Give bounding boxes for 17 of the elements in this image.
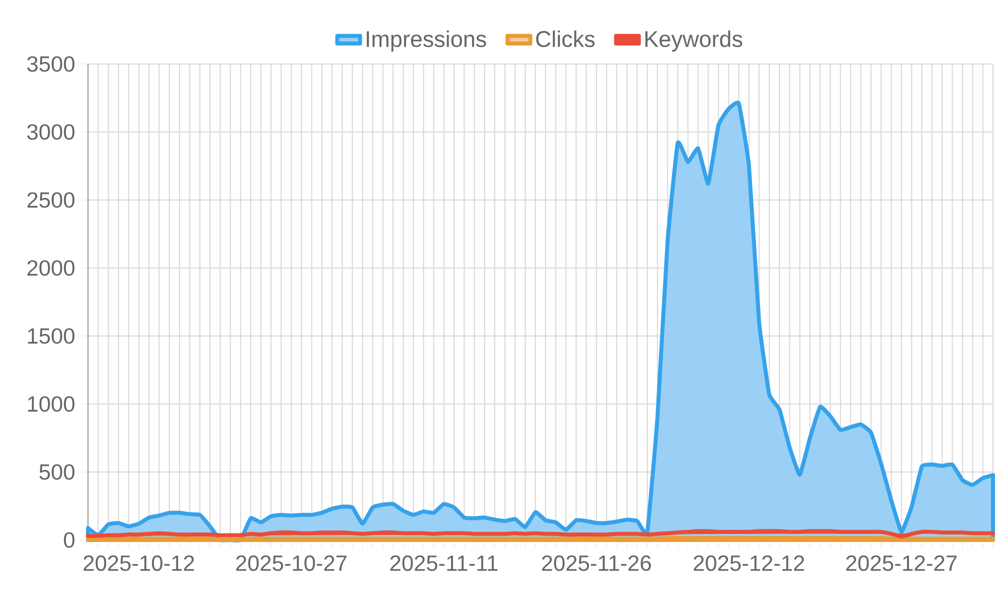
y-tick-label: 2500 — [27, 192, 74, 208]
x-tick-label: 2025-12-27 — [846, 555, 957, 571]
legend-label: Keywords — [645, 30, 742, 52]
y-tick-label: 3500 — [27, 56, 74, 72]
x-tick-label: 2025-10-12 — [84, 555, 194, 571]
y-tick-label: 1500 — [28, 328, 74, 344]
y-tick-label: 1000 — [28, 396, 74, 412]
y-tick-label: 3000 — [27, 124, 74, 140]
x-tick-label: 2025-10-27 — [236, 555, 347, 571]
legend-label: Clicks — [536, 30, 595, 48]
x-tick-label: 2025-11-26 — [542, 555, 651, 571]
y-tick-label: 500 — [39, 464, 74, 480]
x-tick-label: 2025-11-11 — [390, 555, 498, 571]
y-tick-label: 2000 — [27, 260, 74, 276]
x-tick-label: 2025-12-12 — [694, 555, 804, 571]
y-tick-label: 0 — [64, 532, 74, 548]
legend-label: Impressions — [366, 30, 486, 52]
